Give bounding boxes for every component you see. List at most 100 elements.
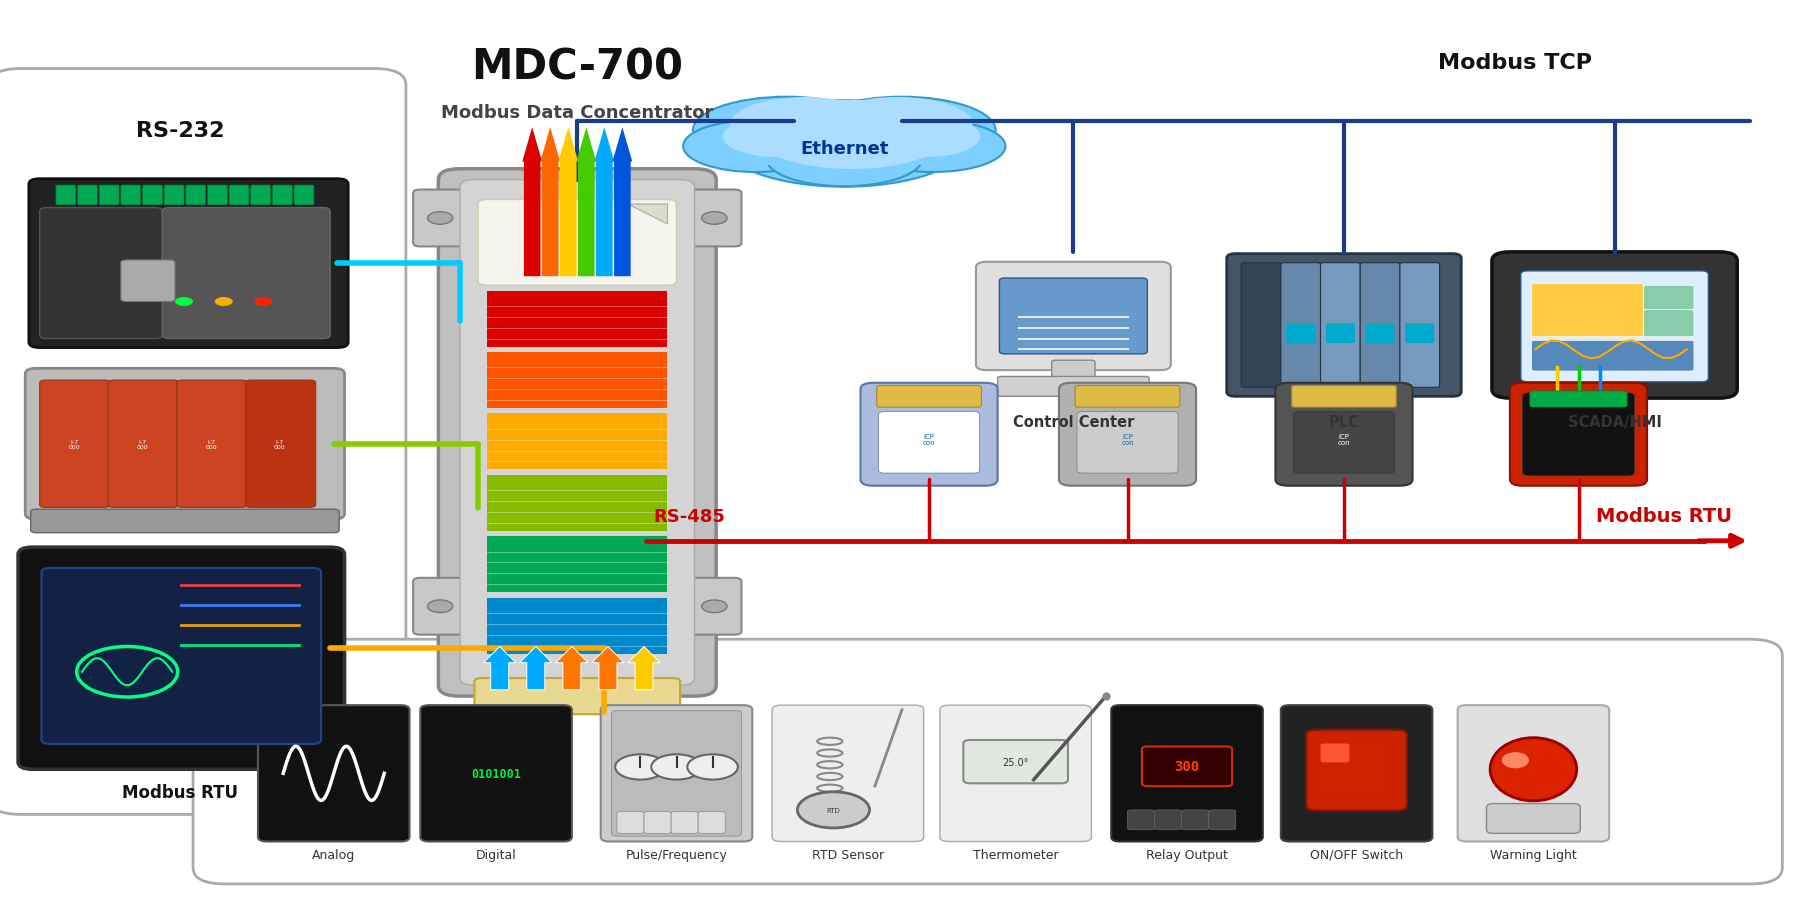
FancyBboxPatch shape (193, 640, 1782, 884)
Text: SCADA/HMI: SCADA/HMI (1568, 415, 1661, 430)
FancyBboxPatch shape (772, 705, 924, 842)
FancyBboxPatch shape (474, 678, 680, 714)
FancyBboxPatch shape (1275, 383, 1413, 486)
FancyBboxPatch shape (478, 200, 676, 286)
FancyArrow shape (577, 128, 597, 277)
Bar (729, 145, 960, 166)
FancyArrow shape (483, 647, 516, 690)
FancyBboxPatch shape (1458, 705, 1609, 842)
FancyBboxPatch shape (1142, 747, 1232, 787)
FancyBboxPatch shape (1366, 324, 1394, 344)
FancyBboxPatch shape (41, 568, 321, 744)
Ellipse shape (693, 97, 880, 165)
FancyBboxPatch shape (31, 510, 339, 533)
FancyBboxPatch shape (438, 170, 716, 696)
Ellipse shape (723, 116, 839, 158)
FancyBboxPatch shape (245, 381, 316, 508)
FancyBboxPatch shape (207, 186, 227, 206)
Circle shape (615, 754, 666, 779)
FancyBboxPatch shape (879, 412, 980, 474)
Circle shape (702, 212, 727, 225)
FancyBboxPatch shape (56, 186, 76, 206)
FancyArrow shape (556, 647, 588, 690)
Text: 300: 300 (1174, 759, 1200, 774)
FancyBboxPatch shape (78, 186, 97, 206)
FancyBboxPatch shape (1227, 254, 1461, 397)
FancyBboxPatch shape (1052, 361, 1095, 382)
Ellipse shape (756, 101, 947, 170)
FancyBboxPatch shape (698, 812, 725, 833)
FancyBboxPatch shape (272, 186, 292, 206)
Circle shape (687, 754, 738, 779)
Ellipse shape (684, 121, 828, 173)
FancyBboxPatch shape (1643, 286, 1694, 310)
Text: PLC: PLC (1328, 415, 1360, 430)
Bar (487, 353, 667, 409)
FancyBboxPatch shape (1286, 324, 1315, 344)
Text: I-7
000: I-7 000 (206, 439, 216, 449)
FancyBboxPatch shape (1321, 263, 1360, 388)
FancyBboxPatch shape (40, 381, 110, 508)
Circle shape (175, 298, 193, 307)
FancyBboxPatch shape (1281, 705, 1432, 842)
FancyBboxPatch shape (25, 369, 345, 520)
FancyBboxPatch shape (413, 190, 467, 247)
FancyBboxPatch shape (1182, 810, 1209, 830)
Text: 0101001: 0101001 (471, 767, 521, 780)
FancyBboxPatch shape (1360, 263, 1400, 388)
Text: I-7
000: I-7 000 (137, 439, 148, 449)
FancyBboxPatch shape (1306, 730, 1407, 811)
FancyBboxPatch shape (1155, 810, 1182, 830)
Text: Modbus TCP: Modbus TCP (1438, 53, 1593, 73)
FancyArrow shape (595, 128, 613, 277)
FancyArrow shape (613, 128, 633, 277)
FancyBboxPatch shape (164, 186, 184, 206)
FancyBboxPatch shape (294, 186, 314, 206)
FancyBboxPatch shape (460, 180, 695, 686)
FancyBboxPatch shape (177, 381, 247, 508)
FancyBboxPatch shape (976, 262, 1171, 371)
Text: Modbus RTU: Modbus RTU (123, 783, 238, 801)
Text: I-7
000: I-7 000 (274, 439, 285, 449)
Text: Thermometer: Thermometer (972, 848, 1059, 861)
FancyBboxPatch shape (940, 705, 1091, 842)
Ellipse shape (864, 116, 980, 158)
FancyBboxPatch shape (29, 179, 348, 348)
FancyBboxPatch shape (1292, 386, 1396, 408)
FancyBboxPatch shape (251, 186, 271, 206)
Text: Analog: Analog (312, 848, 355, 861)
Ellipse shape (767, 131, 922, 187)
FancyBboxPatch shape (121, 261, 175, 302)
Circle shape (651, 754, 702, 779)
FancyBboxPatch shape (258, 705, 410, 842)
Text: Control Center: Control Center (1012, 415, 1135, 430)
Bar (487, 291, 667, 347)
FancyBboxPatch shape (1643, 310, 1694, 337)
Bar (759, 136, 943, 152)
Ellipse shape (823, 98, 972, 152)
FancyBboxPatch shape (1326, 324, 1355, 344)
Circle shape (428, 601, 453, 613)
FancyBboxPatch shape (861, 383, 998, 486)
Circle shape (215, 298, 233, 307)
FancyArrow shape (592, 647, 624, 690)
Bar (487, 537, 667, 593)
FancyBboxPatch shape (40, 208, 162, 339)
Ellipse shape (731, 98, 880, 152)
FancyArrow shape (523, 128, 543, 277)
FancyBboxPatch shape (1293, 412, 1394, 474)
Ellipse shape (1490, 738, 1577, 801)
FancyBboxPatch shape (1321, 743, 1349, 762)
Text: Modbus Data Concentrator: Modbus Data Concentrator (442, 104, 713, 122)
FancyArrow shape (520, 647, 552, 690)
FancyBboxPatch shape (1521, 272, 1708, 382)
Text: 25.0°: 25.0° (1003, 757, 1028, 767)
FancyBboxPatch shape (1532, 341, 1694, 372)
FancyBboxPatch shape (1523, 393, 1634, 476)
FancyBboxPatch shape (143, 186, 162, 206)
Ellipse shape (1501, 752, 1528, 769)
Text: Warning Light: Warning Light (1490, 848, 1577, 861)
FancyBboxPatch shape (1486, 804, 1580, 833)
Text: ON/OFF Switch: ON/OFF Switch (1310, 848, 1404, 861)
FancyBboxPatch shape (877, 386, 981, 408)
